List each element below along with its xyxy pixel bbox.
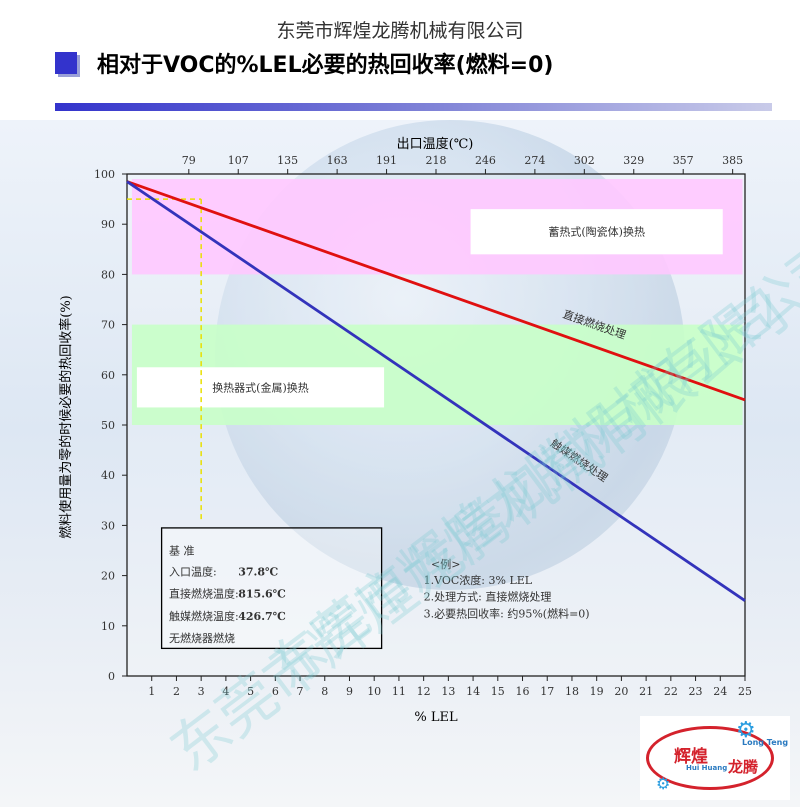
logo-text: Long Teng: [742, 738, 789, 747]
x-tick-label: 18: [565, 685, 579, 698]
top-tick-label: 107: [228, 154, 249, 167]
gear-icon: ⚙: [656, 774, 671, 793]
top-tick-label: 357: [673, 154, 694, 167]
band-label-box: [470, 209, 723, 255]
x-tick-label: 5: [247, 685, 254, 698]
band-label: 蓄热式(陶瓷体)换热: [548, 225, 645, 239]
title-rule: [55, 103, 772, 111]
x-tick-label: 23: [689, 685, 703, 698]
basis-label: 直接燃烧温度:: [169, 587, 239, 601]
example-line: 3.必要热回收率: 约95%(燃料=0): [424, 606, 590, 620]
example-line: 2.处理方式: 直接燃烧处理: [424, 590, 552, 604]
basis-label: 触媒燃烧温度:: [169, 609, 239, 623]
x-tick-label: 15: [491, 685, 505, 698]
series-line-1: [126, 180, 746, 402]
x-tick-label: 25: [738, 685, 752, 698]
x-tick-label: 21: [639, 685, 653, 698]
company-name: 东莞市辉煌龙腾机械有限公司: [276, 20, 524, 42]
title-bullet: [55, 52, 77, 74]
basis-value: 426.7℃: [238, 610, 286, 623]
x-tick-label: 3: [198, 685, 205, 698]
example-line: 1.VOC浓度: 3% LEL: [424, 573, 533, 587]
basis-heading: 基 准: [169, 545, 195, 558]
band-label-box: [136, 367, 385, 408]
y-tick-label: 10: [101, 620, 115, 633]
x-tick-label: 10: [367, 685, 381, 698]
top-tick-label: 79: [182, 154, 196, 167]
series-line-2: [126, 180, 746, 602]
x-tick-label: 8: [321, 685, 328, 698]
page-title: 相对于VOC的%LEL必要的热回收率(燃料=0): [97, 53, 554, 78]
top-tick-label: 191: [376, 154, 397, 167]
bands-layer: [127, 174, 745, 676]
basis-box: [160, 527, 383, 650]
y-tick-label: 50: [101, 419, 115, 432]
top-tick-label: 135: [277, 154, 298, 167]
logo-text: 辉煌: [674, 747, 708, 767]
y-axis-label: 燃料使用量为零的时候必要的热回收率(%): [58, 295, 74, 539]
x-tick-label: 14: [466, 685, 480, 698]
band-label: 换热器式(金属)换热: [212, 380, 309, 394]
top-tick-label: 274: [524, 154, 545, 167]
logo-ring: [646, 726, 774, 790]
x-tick-label: 9: [346, 685, 353, 698]
basis-label: 入口温度:: [169, 565, 217, 579]
x-tick-label: 2: [173, 685, 180, 698]
x-tick-label: 22: [664, 685, 678, 698]
basis-label: 无燃烧器燃烧: [169, 631, 235, 645]
x-tick-label: 20: [614, 685, 628, 698]
top-tick-label: 218: [426, 154, 447, 167]
x-tick-label: 7: [297, 685, 304, 698]
example-heading: <例>: [431, 557, 460, 571]
x-tick-label: 1: [148, 685, 155, 698]
y-tick-label: 30: [101, 519, 115, 532]
x-tick-label: 17: [540, 685, 554, 698]
top-tick-label: 302: [574, 154, 595, 167]
x-tick-label: 19: [590, 685, 604, 698]
y-tick-label: 100: [94, 168, 115, 181]
top-tick-label: 329: [623, 154, 644, 167]
x-axis-label: % LEL: [414, 710, 458, 725]
top-tick-label: 385: [722, 154, 743, 167]
x-tick-label: 16: [516, 685, 530, 698]
x-tick-label: 13: [441, 685, 455, 698]
x-tick-label: 11: [392, 685, 406, 698]
y-tick-label: 60: [101, 369, 115, 382]
top-tick-label: 246: [475, 154, 496, 167]
y-tick-label: 40: [101, 469, 115, 482]
x-tick-label: 4: [222, 685, 229, 698]
x-tick-label: 12: [417, 685, 431, 698]
gear-icon: ⚙: [736, 718, 756, 743]
top-tick-label: 163: [327, 154, 348, 167]
x-tick-label: 6: [272, 685, 279, 698]
y-tick-label: 0: [108, 670, 115, 683]
y-tick-label: 90: [101, 218, 115, 231]
lines-layer: [126, 180, 746, 602]
company-logo: ⚙ ⚙ 辉煌 龙腾 Long Teng Hui Huang: [640, 716, 790, 800]
top-axis-label: 出口温度(℃): [397, 136, 474, 152]
basis-value: 37.8℃: [238, 566, 278, 579]
y-tick-label: 80: [101, 268, 115, 281]
y-tick-label: 70: [101, 319, 115, 332]
y-tick-label: 20: [101, 570, 115, 583]
logo-text: Hui Huang: [686, 764, 728, 772]
basis-value: 815.6℃: [238, 588, 286, 601]
x-tick-label: 24: [713, 685, 727, 698]
logo-text: 龙腾: [728, 758, 759, 776]
